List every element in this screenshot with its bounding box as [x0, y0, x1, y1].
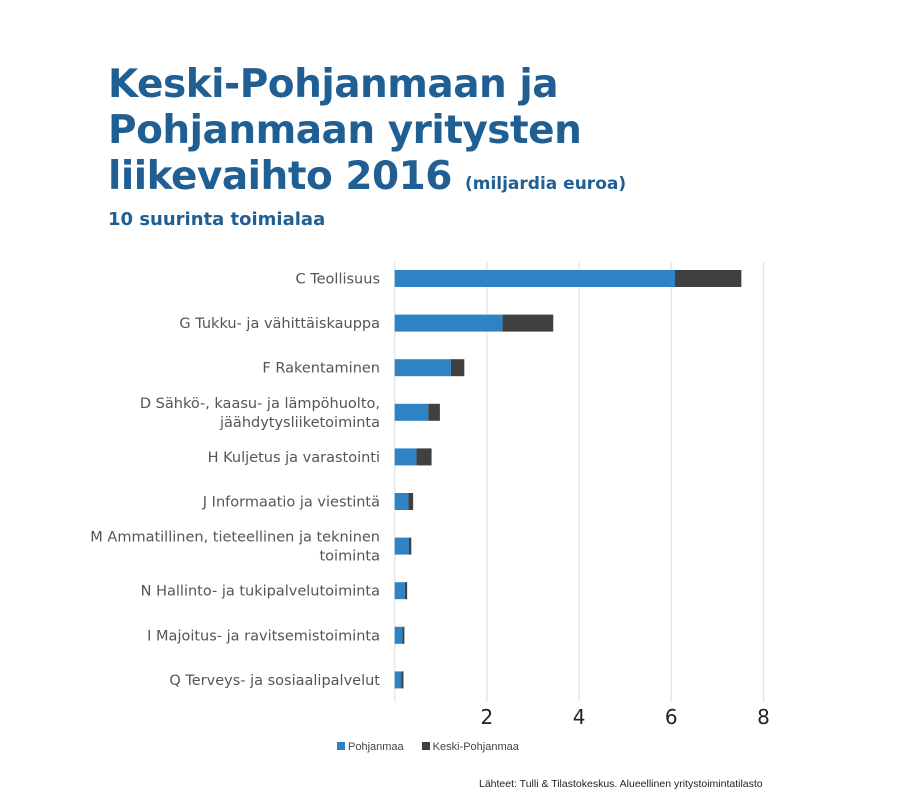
x-tick-label: 6	[665, 705, 678, 729]
category-label: H Kuljetus ja varastointi	[208, 450, 380, 466]
source-note: Lähteet: Tulli & Tilastokeskus. Alueelli…	[479, 778, 763, 790]
bar-keski-pohjanmaa	[402, 626, 405, 644]
bar-keski-pohjanmaa	[428, 403, 440, 421]
category-label: N Hallinto- ja tukipalvelutoiminta	[141, 584, 380, 600]
bar-pohjanmaa	[394, 403, 429, 421]
bar-keski-pohjanmaa	[502, 314, 554, 332]
category-label: C Teollisuus	[296, 272, 381, 288]
legend-label: Pohjanmaa	[348, 741, 404, 753]
category-label: M Ammatillinen, tieteellinen ja tekninen	[90, 530, 380, 546]
category-label: Q Terveys- ja sosiaalipalvelut	[169, 673, 380, 689]
bar-pohjanmaa	[394, 359, 451, 377]
bar-keski-pohjanmaa	[674, 270, 742, 287]
bar-pohjanmaa	[394, 537, 409, 555]
legend-item-pohjanmaa: Pohjanmaa	[337, 741, 404, 753]
legend: Pohjanmaa Keski-Pohjanmaa	[337, 741, 519, 753]
bar-pohjanmaa	[394, 582, 405, 600]
category-label: I Majoitus- ja ravitsemistoiminta	[147, 628, 380, 644]
chart-subtitle: 10 suurinta toimialaa	[108, 209, 326, 230]
x-tick-label: 8	[757, 705, 770, 729]
title-text: Keski-Pohjanmaan ja Pohjanmaan yritysten…	[108, 62, 582, 199]
legend-swatch	[421, 742, 430, 750]
x-tick-label: 4	[573, 705, 586, 729]
title-unit: (miljardia euroa)	[464, 174, 627, 194]
category-label: D Sähkö-, kaasu- ja lämpöhuolto,	[140, 396, 380, 412]
chart-title: Keski-Pohjanmaan ja Pohjanmaan yritysten…	[108, 62, 626, 207]
legend-label: Keski-Pohjanmaa	[432, 741, 519, 753]
bar-keski-pohjanmaa	[450, 359, 465, 377]
category-label: toiminta	[320, 549, 381, 565]
category-label: J Informaatio ja viestintä	[202, 495, 380, 511]
category-label: F Rakentaminen	[262, 361, 380, 377]
x-tick-label: 2	[481, 705, 494, 729]
bar-pohjanmaa	[394, 314, 503, 332]
legend-swatch	[337, 742, 345, 750]
bar-pohjanmaa	[394, 270, 675, 287]
bar-keski-pohjanmaa	[401, 671, 404, 689]
category-label: G Tukku- ja vähittäiskauppa	[179, 316, 380, 332]
bar-pohjanmaa	[394, 448, 417, 466]
bar-pohjanmaa	[394, 626, 403, 644]
bar-pohjanmaa	[394, 671, 402, 689]
bar-keski-pohjanmaa	[408, 537, 412, 555]
category-label: jäähdytysliiketoiminta	[219, 415, 380, 431]
bar-pohjanmaa	[394, 493, 409, 510]
bar-keski-pohjanmaa	[408, 493, 414, 510]
bar-keski-pohjanmaa	[416, 448, 432, 466]
legend-item-keski-pohjanmaa: Keski-Pohjanmaa	[421, 741, 519, 753]
bar-keski-pohjanmaa	[404, 582, 408, 600]
